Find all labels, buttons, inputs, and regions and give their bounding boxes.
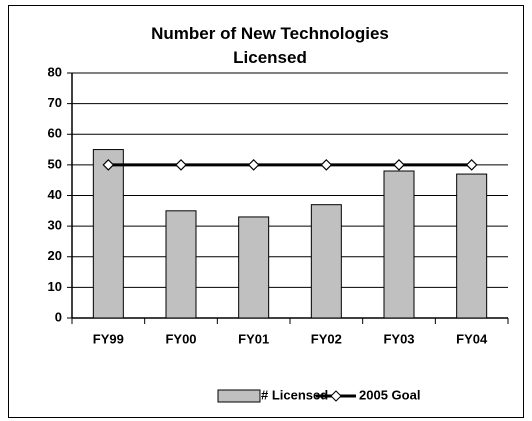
goal-marker bbox=[320, 159, 333, 171]
goal-marker bbox=[247, 159, 260, 171]
legend-marker bbox=[330, 390, 342, 402]
legend-label: 2005 Goal bbox=[359, 387, 420, 402]
x-tick-label: FY03 bbox=[383, 331, 414, 346]
y-tick-label: 80 bbox=[48, 64, 62, 79]
y-tick-label: 70 bbox=[48, 95, 62, 110]
goal-marker bbox=[393, 159, 405, 171]
y-tick-label: 40 bbox=[48, 187, 62, 202]
chart-title: Number of New Technologies Licensed bbox=[151, 24, 389, 67]
y-tick-label: 30 bbox=[48, 218, 62, 233]
y-tick-label: 20 bbox=[48, 248, 62, 263]
y-tick-label: 60 bbox=[48, 126, 62, 141]
bar bbox=[310, 204, 342, 319]
goal-marker bbox=[102, 159, 115, 171]
goal-marker bbox=[175, 159, 187, 171]
bar bbox=[383, 170, 415, 319]
bar bbox=[456, 173, 488, 319]
goal-marker bbox=[465, 159, 478, 171]
x-tick-label: FY04 bbox=[456, 331, 488, 346]
y-tick-label: 50 bbox=[48, 156, 62, 171]
legend-label: # Licensed bbox=[261, 387, 328, 402]
x-tick-label: FY02 bbox=[311, 331, 342, 346]
x-tick-label: FY99 bbox=[93, 331, 124, 346]
x-tick-label: FY00 bbox=[165, 331, 196, 346]
bar bbox=[165, 210, 197, 319]
legend-swatch bbox=[217, 389, 261, 403]
y-tick-label: 0 bbox=[55, 309, 62, 324]
bar bbox=[92, 149, 124, 319]
x-tick-label: FY01 bbox=[238, 331, 269, 346]
bar bbox=[238, 216, 270, 319]
y-tick-label: 10 bbox=[48, 279, 62, 294]
